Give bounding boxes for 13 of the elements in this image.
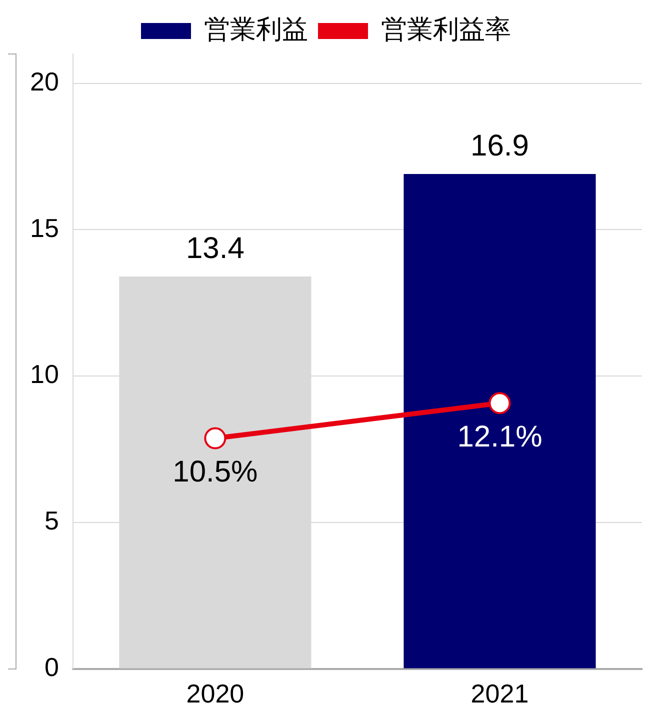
y-tick-label: 0 <box>44 652 59 682</box>
y-tick-label: 15 <box>30 212 59 243</box>
data-label: 13.4 <box>186 232 244 265</box>
y-tick-label: 20 <box>30 66 59 96</box>
legend-label: 営業利益率 <box>381 14 511 44</box>
legend-label: 営業利益 <box>204 14 308 44</box>
data-label: 12.1% <box>457 420 542 454</box>
data-label: 16.9 <box>470 129 529 162</box>
y-tick-label: 5 <box>44 506 59 536</box>
x-tick-label: 2021 <box>470 678 529 709</box>
x-tick-label: 2020 <box>186 678 244 709</box>
data-label: 10.5% <box>172 456 258 489</box>
y-tick-label: 10 <box>30 359 59 390</box>
